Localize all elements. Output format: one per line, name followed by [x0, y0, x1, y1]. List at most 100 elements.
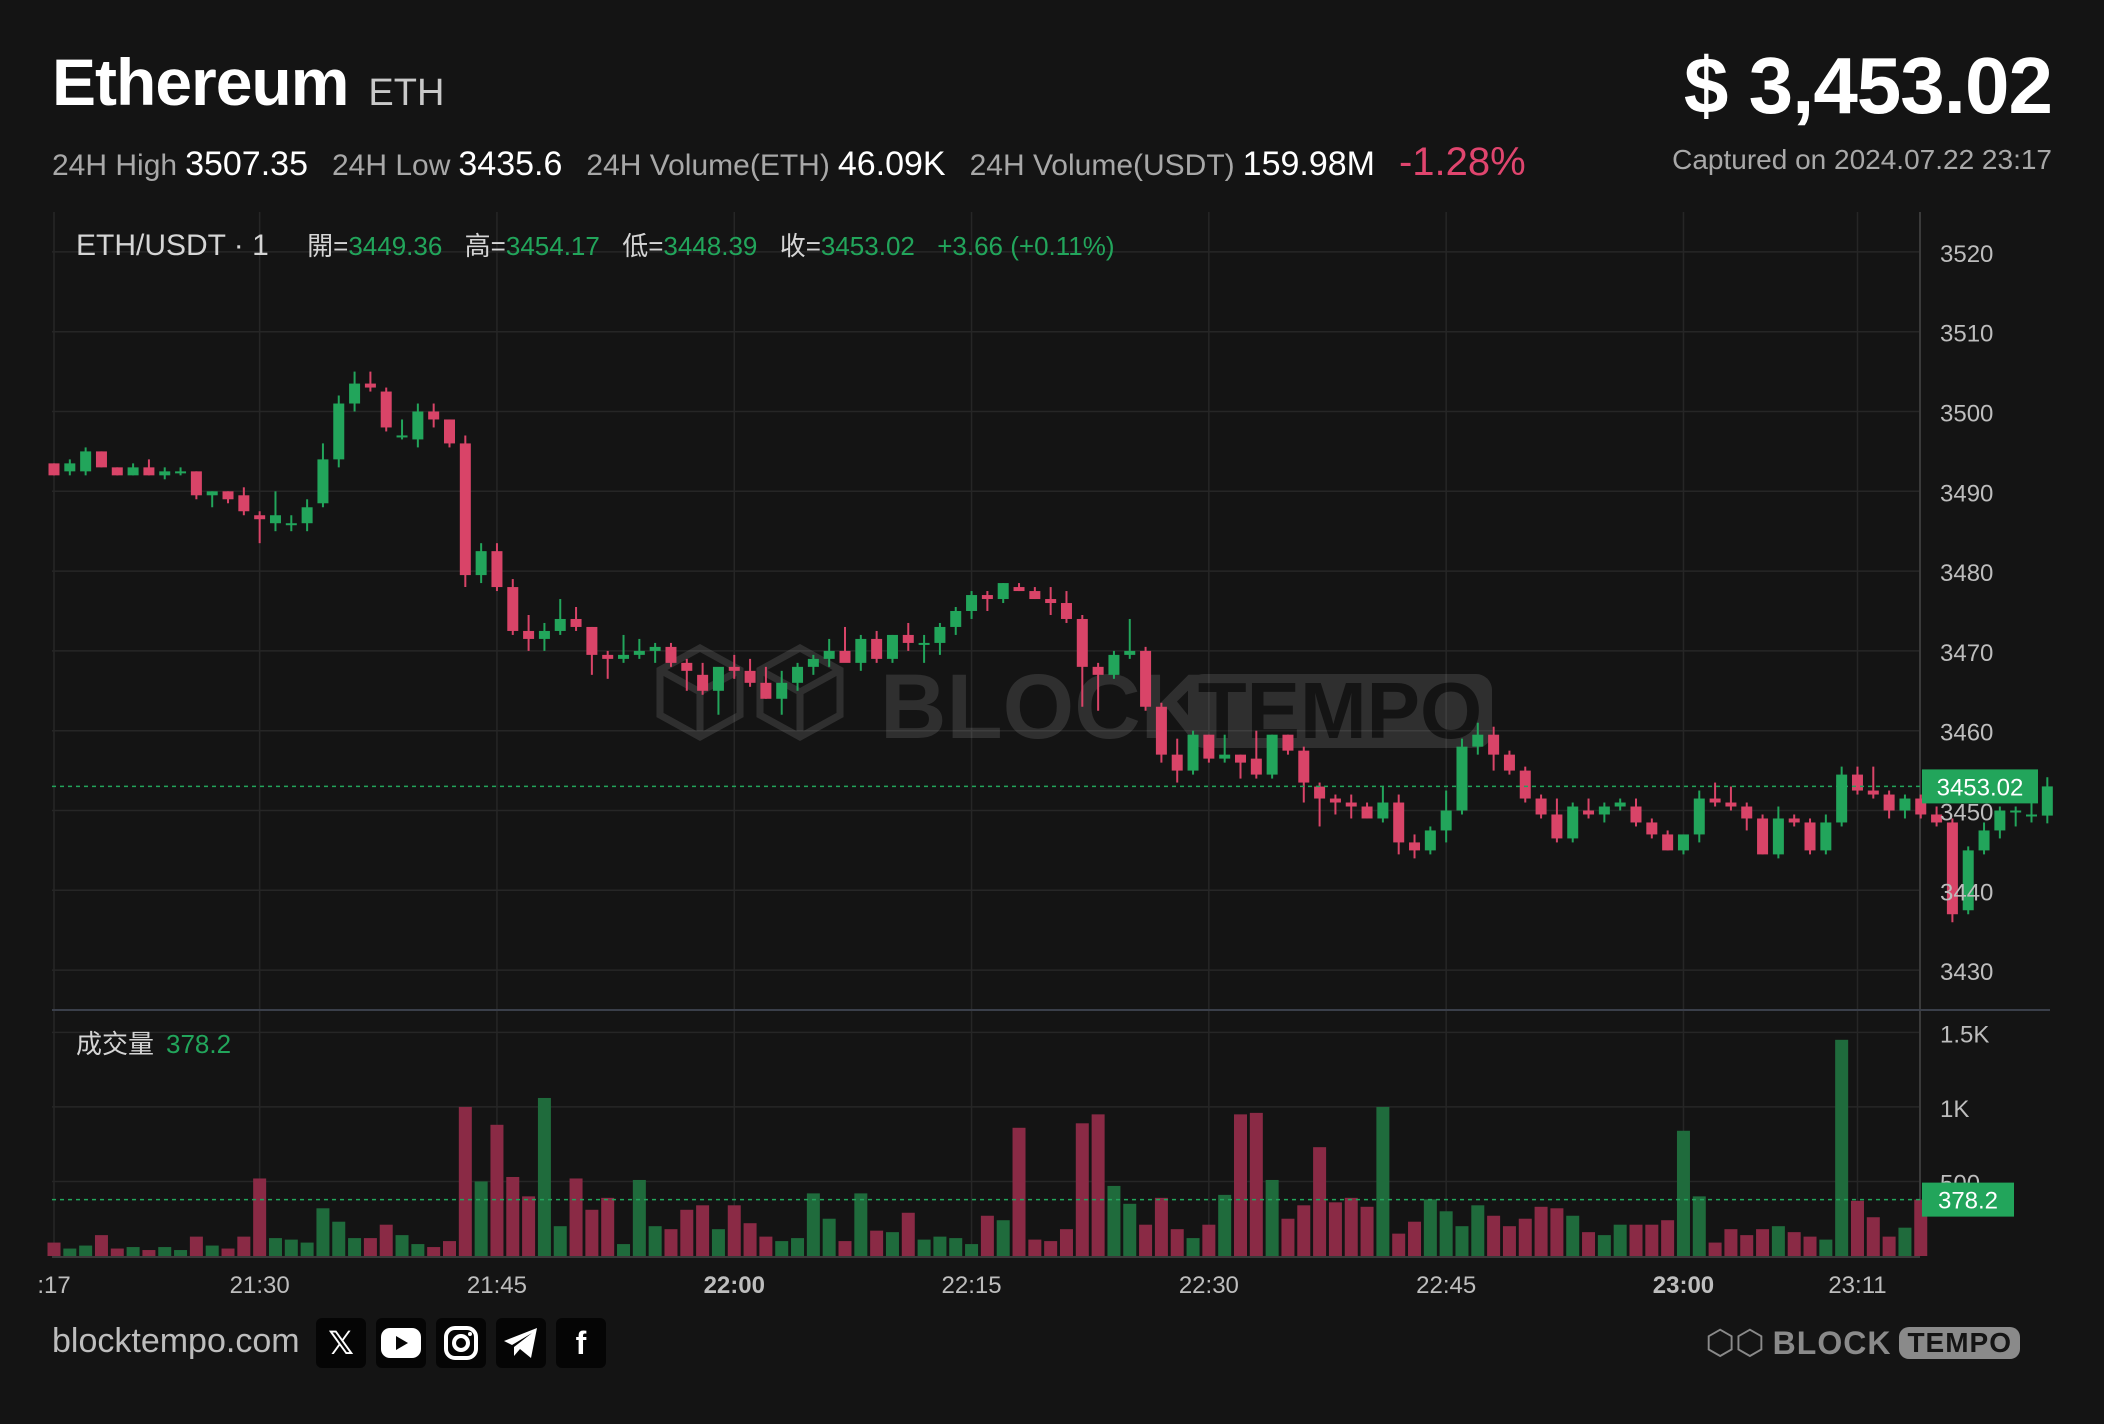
volume-bar: [791, 1238, 805, 1256]
volume-bar: [1882, 1236, 1896, 1256]
candle: [886, 634, 898, 659]
youtube-icon[interactable]: [376, 1318, 426, 1368]
volume-bar: [775, 1241, 789, 1256]
candle: [317, 459, 329, 504]
candle: [1029, 591, 1041, 600]
volume-bar: [63, 1248, 77, 1256]
volume-bar: [1344, 1197, 1358, 1256]
volume-bar: [47, 1242, 61, 1256]
candle: [1978, 830, 1990, 851]
volume-bar: [1455, 1226, 1469, 1256]
candle: [681, 662, 693, 671]
candle: [1345, 802, 1357, 807]
last-volume-label: 378.2: [1938, 1188, 1998, 1215]
candle: [444, 419, 455, 444]
volume-bar: [553, 1226, 567, 1256]
candle: [238, 495, 250, 512]
candle: [1314, 786, 1326, 799]
candle: [1804, 822, 1816, 851]
volume-bar: [94, 1235, 108, 1256]
candle: [1614, 802, 1626, 807]
candle: [175, 471, 187, 474]
x-tick-label: 21:30: [230, 1272, 290, 1299]
volume-bar: [1471, 1205, 1485, 1256]
watermark: BLOCK TEMPO: [656, 644, 1492, 758]
instagram-icon[interactable]: [436, 1318, 486, 1368]
volume-bar: [1186, 1238, 1200, 1256]
volume-bar: [268, 1238, 282, 1256]
candle: [1915, 798, 1927, 815]
low-label: 24H Low: [331, 149, 451, 182]
telegram-icon[interactable]: [496, 1318, 546, 1368]
candle: [997, 583, 1009, 600]
volume-bar: [1408, 1221, 1422, 1256]
candle: [523, 630, 535, 639]
brand-tempo: TEMPO: [1899, 1327, 2020, 1359]
volume-bar: [1328, 1202, 1342, 1256]
footer-brand: ⬡⬡ BLOCK TEMPO: [1705, 1323, 2020, 1363]
candle: [1092, 666, 1104, 675]
volume-bar: [1597, 1235, 1611, 1256]
candle: [1440, 810, 1452, 831]
social-links: 𝕏 f: [316, 1318, 606, 1368]
candle: [1298, 750, 1310, 783]
candle: [2041, 786, 2053, 816]
candle: [190, 471, 202, 496]
candle: [1662, 834, 1674, 851]
volume-bar: [569, 1178, 583, 1256]
candle: [1772, 818, 1784, 855]
volume-bar: [617, 1244, 631, 1256]
watermark-logo-icon: [656, 644, 844, 741]
volume-bar: [1218, 1194, 1232, 1256]
candle: [1709, 798, 1721, 803]
candle: [538, 630, 550, 639]
volume-bar: [1771, 1226, 1785, 1256]
x-icon[interactable]: 𝕏: [316, 1318, 366, 1368]
volume-bar: [1661, 1220, 1675, 1256]
candles: [48, 371, 2053, 923]
volume-bar: [917, 1239, 931, 1256]
volume-bar: [759, 1236, 773, 1256]
x-tick-label: :17: [37, 1272, 70, 1299]
volume-bar: [1028, 1239, 1042, 1256]
volume-bar: [237, 1236, 251, 1256]
volume-bar: [300, 1242, 314, 1256]
candle: [1757, 818, 1769, 855]
candle: [1060, 603, 1072, 619]
volume-bar: [854, 1193, 868, 1256]
x-tick-label: 22:15: [942, 1272, 1002, 1299]
y-tick-label: 3510: [1940, 321, 1993, 348]
candle: [1994, 810, 2006, 831]
volume-bar: [632, 1179, 646, 1256]
vol-usdt-label: 24H Volume(USDT): [969, 149, 1235, 182]
volume-bar: [1123, 1203, 1137, 1256]
volume-bar: [1645, 1224, 1659, 1256]
candle: [1409, 842, 1421, 851]
axes: 3520 3510 3500 3490 3480 3470 3460 3450 3440 3430…: [37, 241, 1993, 1299]
candle: [776, 682, 788, 699]
candle: [1013, 587, 1025, 592]
x-tick-label: 22:30: [1179, 1272, 1239, 1299]
candle: [1203, 734, 1215, 759]
candle: [301, 507, 313, 524]
candle: [159, 471, 171, 476]
candle: [839, 650, 851, 663]
y-tick-label: 3440: [1940, 879, 1993, 906]
facebook-icon[interactable]: f: [556, 1318, 606, 1368]
last-volume-tag: [1922, 1182, 2014, 1217]
candle: [1535, 798, 1547, 815]
x-tick-label: 22:45: [1416, 1272, 1476, 1299]
x-tick-label: 23:11: [1828, 1272, 1886, 1299]
candle: [2026, 814, 2037, 817]
volume-bar: [474, 1181, 488, 1256]
volume-bar: [205, 1245, 219, 1256]
site-link[interactable]: blocktempo.com: [52, 1322, 300, 1360]
candle: [1488, 734, 1500, 755]
vol-eth-value: 46.09K: [837, 145, 946, 183]
candle: [333, 403, 345, 460]
candle: [902, 634, 914, 643]
volume-bar: [1360, 1206, 1374, 1256]
candle: [1677, 834, 1689, 851]
candle: [1124, 650, 1136, 655]
asset-title: Ethereum ETH: [52, 44, 444, 120]
